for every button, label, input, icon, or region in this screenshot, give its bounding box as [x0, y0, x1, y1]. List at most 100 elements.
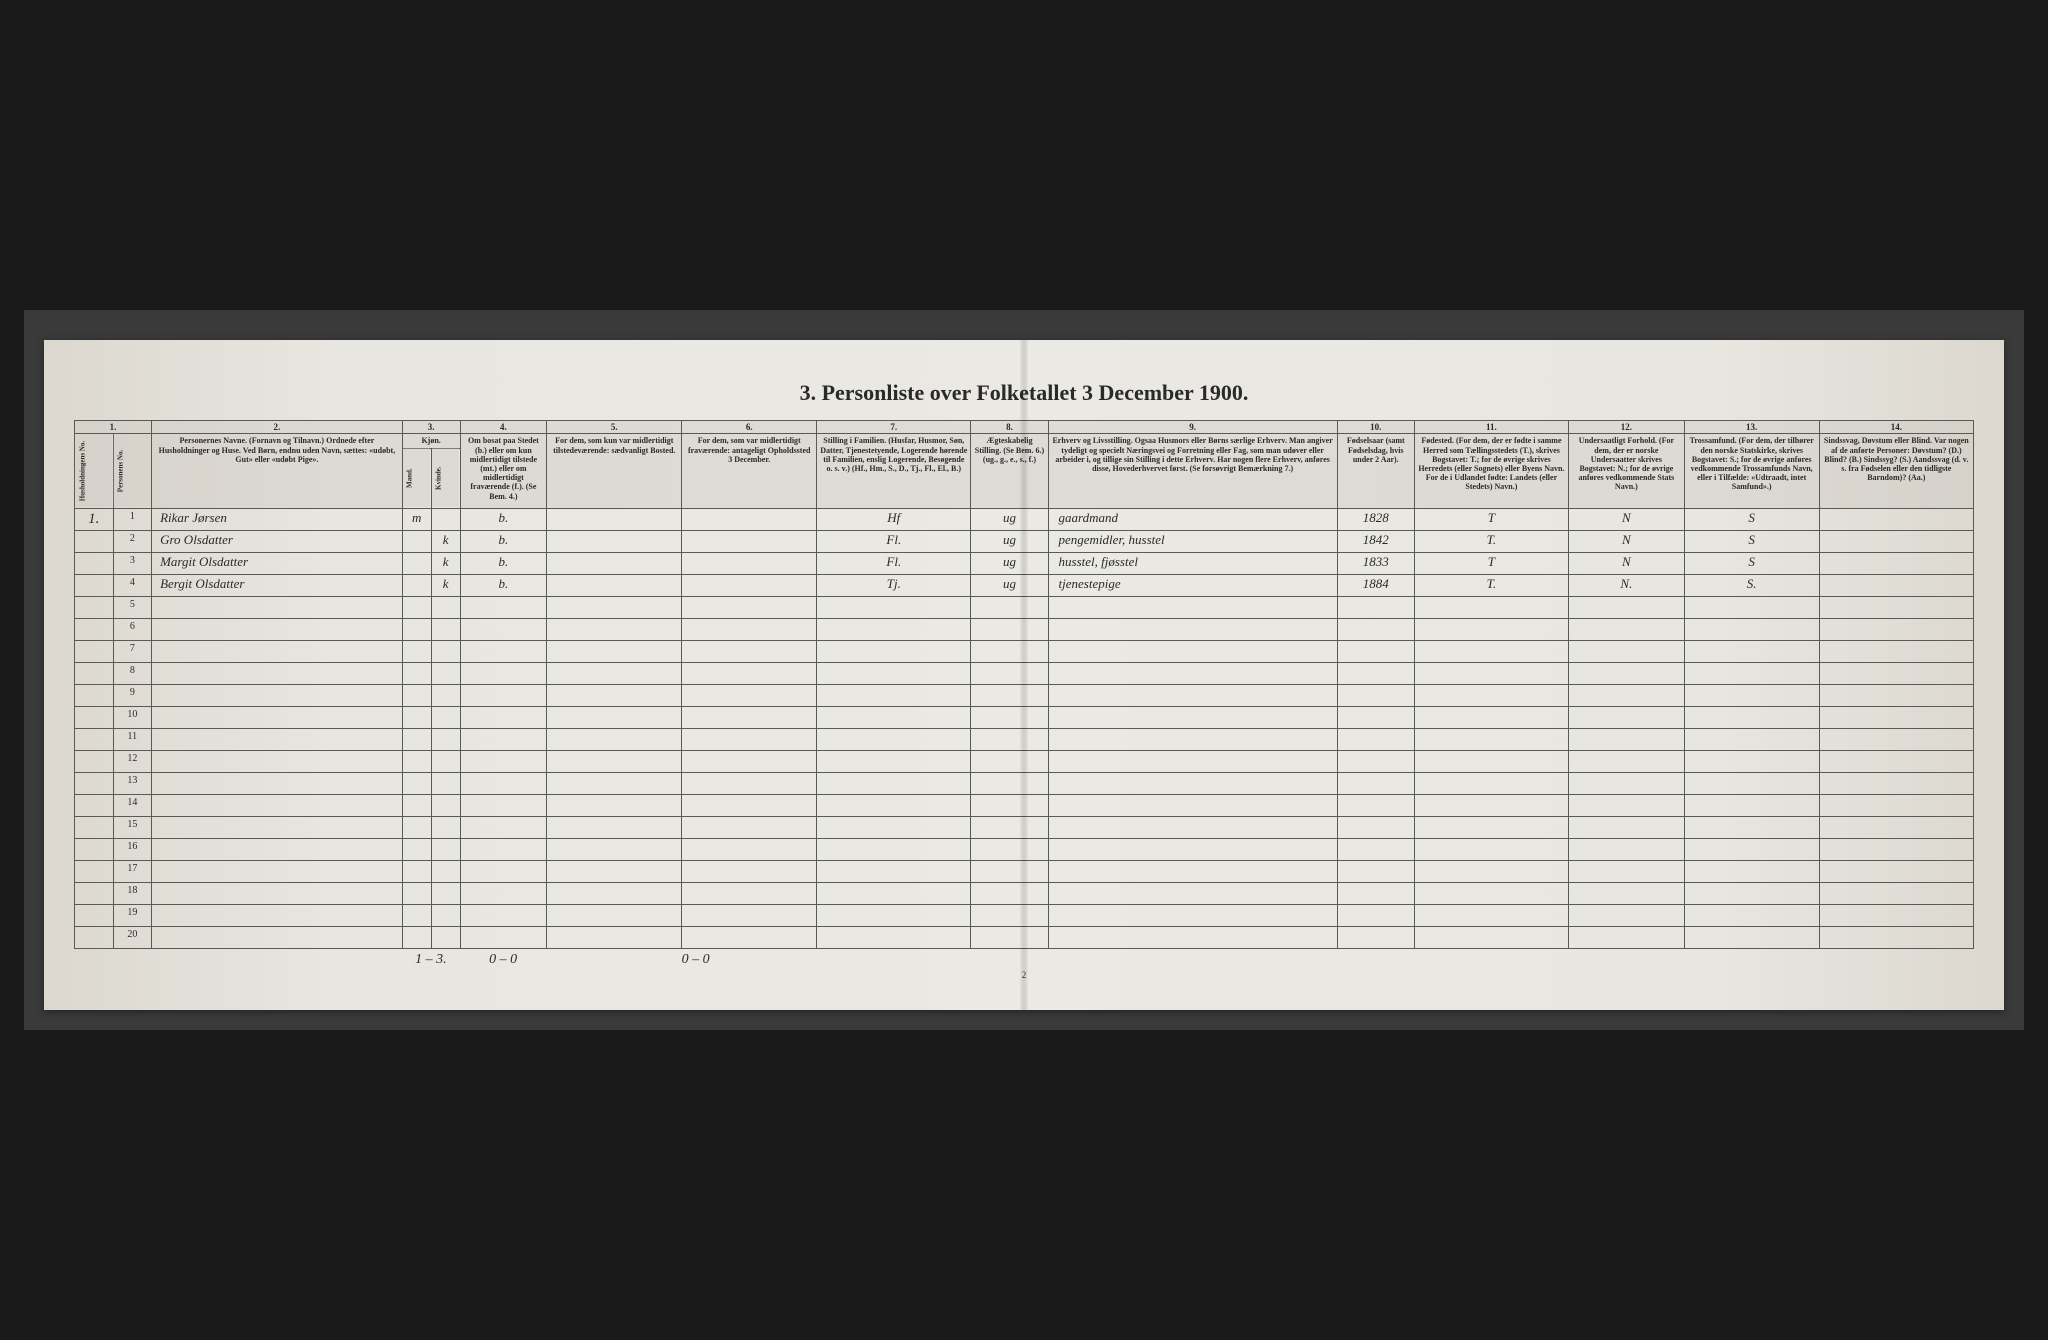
col-num-12: 12.	[1569, 421, 1685, 434]
cell-person-no: 17	[113, 860, 152, 882]
cell-disability	[1819, 552, 1973, 574]
cell-birthyear: 1828	[1337, 508, 1414, 530]
table-row-blank: 15	[75, 816, 1974, 838]
col-num-11: 11.	[1414, 421, 1568, 434]
cell-temp-absent	[682, 508, 817, 530]
cell-marital: ug	[971, 530, 1048, 552]
cell-person-no: 6	[113, 618, 152, 640]
cell-person-no: 3	[113, 552, 152, 574]
page-title: 3. Personliste over Folketallet 3 Decemb…	[74, 380, 1974, 406]
cell-blank	[75, 750, 114, 772]
cell-person-no: 18	[113, 882, 152, 904]
col-num-4: 4.	[460, 421, 547, 434]
cell-blank	[75, 904, 114, 926]
col-num-6: 6.	[682, 421, 817, 434]
cell-birthplace: T	[1414, 508, 1568, 530]
document-page: 3. Personliste over Folketallet 3 Decemb…	[44, 340, 2004, 1010]
cell-female: k	[431, 574, 460, 596]
cell-residence: b.	[460, 552, 547, 574]
header-temp-absent: For dem, som var midlertidigt fraværende…	[682, 434, 817, 508]
tally-6: 0 – 0	[682, 948, 817, 968]
table-row-blank: 16	[75, 838, 1974, 860]
cell-household	[75, 552, 114, 574]
cell-birthyear: 1833	[1337, 552, 1414, 574]
header-female: Kvinde.	[431, 448, 460, 508]
cell-temp-absent	[682, 530, 817, 552]
cell-family-pos: Hf	[817, 508, 971, 530]
cell-person-no: 4	[113, 574, 152, 596]
cell-female	[431, 508, 460, 530]
cell-blank	[75, 772, 114, 794]
cell-person-no: 20	[113, 926, 152, 948]
cell-temp-present	[547, 530, 682, 552]
col-num-10: 10.	[1337, 421, 1414, 434]
col-num-3: 3.	[402, 421, 460, 434]
cell-blank	[75, 882, 114, 904]
header-nationality: Undersaatligt Forhold. (For dem, der er …	[1569, 434, 1685, 508]
cell-occupation: gaardmand	[1048, 508, 1337, 530]
table-row-blank: 11	[75, 728, 1974, 750]
cell-female: k	[431, 530, 460, 552]
cell-occupation: pengemidler, husstel	[1048, 530, 1337, 552]
cell-disability	[1819, 508, 1973, 530]
col-num-13: 13.	[1684, 421, 1819, 434]
cell-birthplace: T.	[1414, 530, 1568, 552]
header-birthyear: Fødselsaar (samt Fødselsdag, hvis under …	[1337, 434, 1414, 508]
cell-blank	[75, 618, 114, 640]
header-residence: Om bosat paa Stedet (b.) eller om kun mi…	[460, 434, 547, 508]
header-male: Mand.	[402, 448, 431, 508]
cell-name: Bergit Olsdatter	[152, 574, 403, 596]
tally-4: 0 – 0	[460, 948, 547, 968]
cell-marital: ug	[971, 552, 1048, 574]
cell-disability	[1819, 574, 1973, 596]
cell-family-pos: Fl.	[817, 530, 971, 552]
table-row-blank: 6	[75, 618, 1974, 640]
cell-birthyear: 1842	[1337, 530, 1414, 552]
cell-female: k	[431, 552, 460, 574]
col-num-2: 2.	[152, 421, 403, 434]
table-row-blank: 17	[75, 860, 1974, 882]
cell-temp-absent	[682, 552, 817, 574]
cell-person-no: 15	[113, 816, 152, 838]
page-number: 2	[74, 970, 1974, 980]
table-row-blank: 13	[75, 772, 1974, 794]
header-occupation: Erhverv og Livsstilling. Ogsaa Husmors e…	[1048, 434, 1337, 508]
cell-religion: S	[1684, 508, 1819, 530]
cell-person-no: 14	[113, 794, 152, 816]
cell-temp-present	[547, 552, 682, 574]
table-header: 1. 2. 3. 4. 5. 6. 7. 8. 9. 10. 11. 12. 1…	[75, 421, 1974, 509]
header-disability: Sindssvag, Døvstum eller Blind. Var noge…	[1819, 434, 1973, 508]
cell-birthplace: T.	[1414, 574, 1568, 596]
cell-blank	[75, 684, 114, 706]
header-family-pos: Stilling i Familien. (Husfar, Husmor, Sø…	[817, 434, 971, 508]
cell-male	[402, 530, 431, 552]
cell-person-no: 9	[113, 684, 152, 706]
table-row-blank: 20	[75, 926, 1974, 948]
cell-male: m	[402, 508, 431, 530]
cell-person-no: 10	[113, 706, 152, 728]
cell-temp-absent	[682, 574, 817, 596]
cell-blank	[75, 860, 114, 882]
census-table: 1. 2. 3. 4. 5. 6. 7. 8. 9. 10. 11. 12. 1…	[74, 420, 1974, 949]
header-household-no: Husholdningens No.	[75, 434, 114, 508]
cell-household: 1.	[75, 508, 114, 530]
cell-household	[75, 530, 114, 552]
header-names: Personernes Navne. (Fornavn og Tilnavn.)…	[152, 434, 403, 508]
table-row-blank: 14	[75, 794, 1974, 816]
table-row: 2Gro Olsdatterkb.Fl.ugpengemidler, husst…	[75, 530, 1974, 552]
table-row-blank: 9	[75, 684, 1974, 706]
header-sex: Kjøn.	[402, 434, 460, 448]
table-row-blank: 19	[75, 904, 1974, 926]
table-row-blank: 5	[75, 596, 1974, 618]
cell-blank	[75, 706, 114, 728]
cell-person-no: 16	[113, 838, 152, 860]
cell-disability	[1819, 530, 1973, 552]
cell-male	[402, 552, 431, 574]
cell-religion: S.	[1684, 574, 1819, 596]
footer-tally-row: 1 – 3. 0 – 0 0 – 0	[74, 948, 1974, 968]
cell-person-no: 7	[113, 640, 152, 662]
cell-blank	[75, 596, 114, 618]
cell-nationality: N	[1569, 552, 1685, 574]
header-birthplace: Fødested. (For dem, der er fødte i samme…	[1414, 434, 1568, 508]
cell-occupation: husstel, fjøsstel	[1048, 552, 1337, 574]
